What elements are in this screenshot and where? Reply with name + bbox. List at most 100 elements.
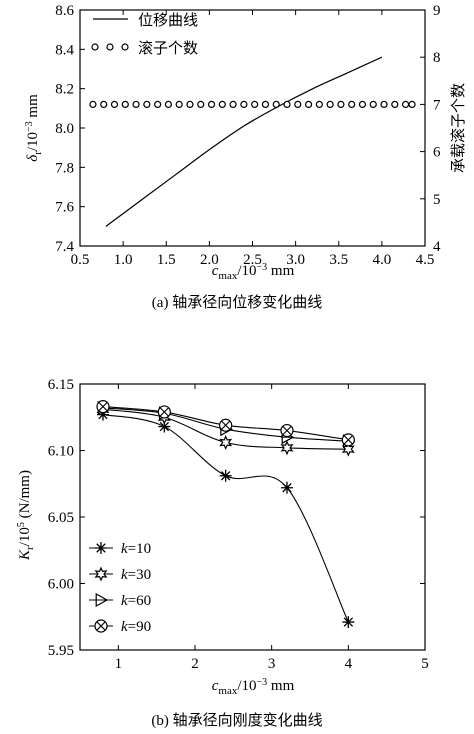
point-roller-count xyxy=(315,100,323,109)
point-roller-count xyxy=(380,100,388,109)
legend-label: k=60 xyxy=(121,593,151,609)
data-point-marker xyxy=(280,440,294,456)
point-roller-count xyxy=(100,100,108,109)
point-roller-count xyxy=(218,100,226,109)
point-roller-count xyxy=(186,100,194,109)
point-roller-count xyxy=(391,100,399,109)
x-axis-label-b-sub: max xyxy=(218,685,237,697)
data-point-marker-x xyxy=(98,401,108,412)
y-axis-label-left-a-exp: −3 xyxy=(24,121,35,132)
x-axis-label-b-main: c xyxy=(212,678,219,694)
data-point-marker xyxy=(219,435,233,451)
x-axis-label-b-exp: −3 xyxy=(257,677,268,688)
point-roller-count xyxy=(272,100,280,109)
y-tick-label-right-a: 9 xyxy=(433,3,441,19)
data-point-marker xyxy=(219,469,232,482)
point-roller-count xyxy=(207,100,216,109)
y-tick-label-b: 6.10 xyxy=(48,444,74,460)
x-tick-label-b: 4 xyxy=(345,656,353,672)
y-axis-label-left-a-main: δ xyxy=(25,154,41,162)
point-roller-count xyxy=(337,100,345,109)
x-axis-label-a-main: c xyxy=(212,263,219,279)
x-axis-label-b-tail: mm xyxy=(267,678,294,694)
x-tick-label-a: 4.0 xyxy=(373,252,392,268)
legend-label-val: =90 xyxy=(128,619,151,635)
y-tick-label-left-a: 7.4 xyxy=(55,239,74,255)
point-roller-count xyxy=(304,100,313,109)
x-axis-label-a-exp: −3 xyxy=(257,262,268,273)
y-axis-label-b-text: Kr/105 (N/mm) xyxy=(16,470,36,561)
y-axis-label-b-exp: 5 xyxy=(16,522,27,527)
data-point-marker xyxy=(158,420,171,433)
x-axis-label-b: cmax/10−3 mm xyxy=(212,677,295,697)
y-tick-label-left-a: 8.0 xyxy=(55,121,74,137)
point-roller-count xyxy=(89,100,97,109)
y-tick-label-right-a: 4 xyxy=(433,239,441,255)
point-roller-count xyxy=(132,100,140,109)
y-tick-label-b: 6.00 xyxy=(48,577,74,593)
x-axis-label-a-unit: /10 xyxy=(237,263,256,279)
x-tick-label-a: 1.0 xyxy=(114,252,133,268)
y-axis-label-b-sub: r xyxy=(24,546,36,550)
x-tick-label-a: 2.0 xyxy=(200,252,219,268)
x-tick-label-b: 5 xyxy=(421,656,429,672)
y-axis-label-b-main: K xyxy=(17,549,33,561)
legend-circle-swatch xyxy=(106,43,114,51)
x-tick-label-a: 3.5 xyxy=(329,252,348,268)
point-roller-count xyxy=(197,100,205,109)
legend-label: k=90 xyxy=(121,619,151,635)
legend-label-var: k xyxy=(121,593,128,609)
legend-label-displacement: 位移曲线 xyxy=(138,12,198,29)
point-roller-count xyxy=(251,100,259,109)
y-tick-label-left-a: 8.2 xyxy=(55,82,74,98)
x-tick-label-b: 2 xyxy=(191,656,199,672)
legend-label-var: k xyxy=(121,567,128,583)
y-tick-label-left-a: 7.8 xyxy=(55,160,74,176)
point-roller-count xyxy=(358,100,367,109)
x-axis-label-a: cmax/10−3 mm xyxy=(212,262,295,282)
y-axis-label-b-unit: /10 xyxy=(17,527,33,546)
point-roller-count xyxy=(401,100,410,109)
y-axis-label-b: Kr/105 (N/mm) xyxy=(16,470,36,561)
point-roller-count xyxy=(143,100,151,109)
legend-label-val: =10 xyxy=(128,541,151,557)
x-axis-label-b-unit: /10 xyxy=(237,678,256,694)
point-roller-count xyxy=(294,100,302,109)
y-tick-label-right-a: 6 xyxy=(433,145,441,161)
legend-label-var: k xyxy=(121,541,128,557)
point-roller-count xyxy=(408,100,416,109)
plot-frame-a xyxy=(79,9,426,247)
x-tick-label-a: 1.5 xyxy=(157,252,176,268)
legend-circle-swatch xyxy=(121,43,129,51)
point-roller-count xyxy=(164,100,173,109)
x-axis-label-a-text: cmax/10−3 mm xyxy=(212,262,295,282)
y-tick-label-left-a: 8.6 xyxy=(55,3,74,19)
point-roller-count xyxy=(326,100,334,109)
y-tick-label-left-a: 8.4 xyxy=(55,42,74,58)
caption-b: (b) 轴承径向刚度变化曲线 xyxy=(151,712,322,729)
y-axis-label-left-a-tail: mm xyxy=(25,94,41,121)
y-tick-label-b: 6.15 xyxy=(48,377,74,393)
point-roller-count xyxy=(154,100,162,109)
chart-a: 0.5 1.0 1.5 2.0 2.5 3.0 3.5 4.0 4.5 7.4 7.6 7.8 8.0 8… xyxy=(24,3,467,311)
y-axis-label-right-a: 承载滚子个数 xyxy=(450,83,467,173)
series-k-90 xyxy=(96,400,355,447)
x-tick-label-b: 1 xyxy=(115,656,123,672)
legend-swatch-marker xyxy=(95,542,107,554)
x-axis-label-a-tail: mm xyxy=(267,263,294,279)
legend-label-val: =30 xyxy=(128,567,151,583)
legend-label-val: =60 xyxy=(128,593,151,609)
y-axis-label-left-a: δr/10−3 mm xyxy=(24,94,44,162)
point-roller-count xyxy=(229,100,237,109)
x-tick-label-a: 2.5 xyxy=(243,252,262,268)
legend-label: k=10 xyxy=(121,541,151,557)
point-roller-count xyxy=(240,100,248,109)
y-axis-label-b-tail: (N/mm) xyxy=(17,470,33,522)
x-tick-label-a: 0.5 xyxy=(71,252,90,268)
y-axis-label-left-a-unit: /10 xyxy=(25,132,41,151)
data-point-marker-x xyxy=(282,425,292,436)
data-point-marker-x xyxy=(343,435,354,445)
point-roller-count xyxy=(261,100,270,109)
point-roller-count xyxy=(175,100,183,109)
point-roller-count xyxy=(283,100,291,109)
